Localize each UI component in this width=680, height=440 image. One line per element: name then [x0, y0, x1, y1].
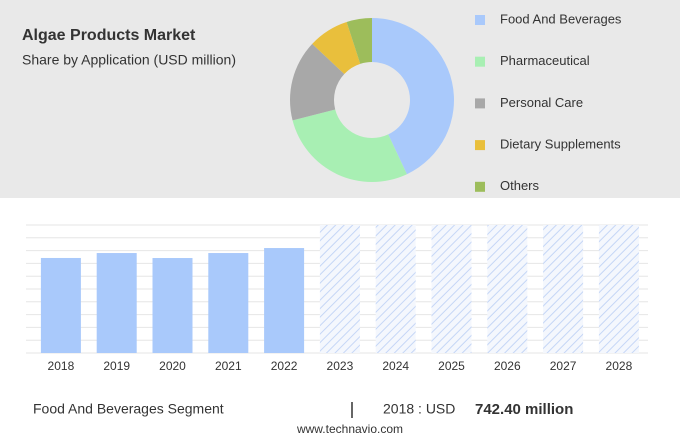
- forecast-bar: [375, 225, 416, 353]
- pie-slice: [372, 18, 454, 175]
- legend-swatch: [475, 98, 485, 109]
- chart-subtitle: Share by Application (USD million): [22, 52, 236, 68]
- x-tick-label: 2025: [438, 359, 465, 373]
- x-tick-label: 2020: [159, 359, 186, 373]
- forecast-bar: [487, 225, 528, 353]
- footer-segment: Food And Beverages Segment: [33, 401, 224, 417]
- bar: [152, 258, 193, 353]
- x-tick-label: 2021: [215, 359, 242, 373]
- forecast-bar: [543, 225, 584, 353]
- legend-label: Others: [500, 178, 540, 193]
- x-tick-label: 2027: [550, 359, 577, 373]
- x-tick-label: 2018: [48, 359, 75, 373]
- x-tick-label: 2023: [327, 359, 354, 373]
- bar: [264, 248, 305, 353]
- legend-swatch: [475, 15, 485, 25]
- forecast-bar: [431, 225, 472, 353]
- forecast-bar: [319, 225, 360, 353]
- legend-swatch: [475, 56, 485, 67]
- bar: [96, 253, 137, 353]
- footer-value: 742.40 million: [475, 401, 573, 418]
- pie-slice: [312, 22, 361, 74]
- bar: [40, 257, 81, 353]
- source: www.technavio.com: [296, 422, 403, 436]
- legend-label: Pharmaceutical: [500, 53, 590, 68]
- x-tick-label: 2024: [382, 359, 409, 373]
- pie-slice: [346, 18, 372, 64]
- legend-label: Food And Beverages: [500, 11, 622, 26]
- x-tick-label: 2028: [606, 359, 633, 373]
- footer-year: 2018 : USD: [383, 401, 455, 417]
- pie-slice: [289, 43, 345, 121]
- legend-swatch: [475, 181, 485, 192]
- x-tick-label: 2019: [103, 359, 130, 373]
- x-tick-label: 2022: [271, 359, 298, 373]
- legend-swatch: [475, 140, 485, 151]
- x-tick-label: 2026: [494, 359, 521, 373]
- legend-label: Personal Care: [500, 95, 583, 110]
- forecast-bar: [598, 225, 639, 353]
- chart-title: Algae Products Market: [22, 27, 196, 44]
- pie-slice: [292, 109, 407, 183]
- bar: [208, 253, 249, 353]
- legend-label: Dietary Supplements: [500, 137, 621, 152]
